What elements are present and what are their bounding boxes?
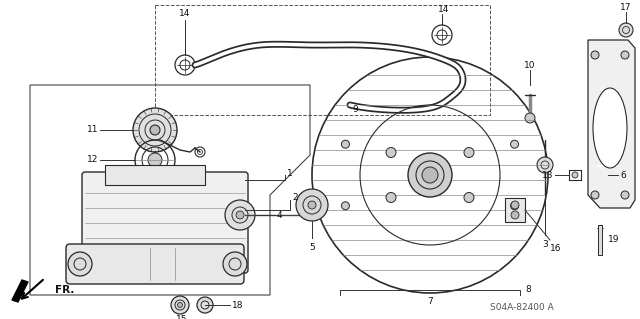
Circle shape xyxy=(511,201,519,209)
Circle shape xyxy=(386,147,396,158)
Text: 12: 12 xyxy=(86,155,98,165)
Circle shape xyxy=(150,125,160,135)
Text: FR.: FR. xyxy=(55,285,74,295)
Text: 14: 14 xyxy=(179,10,191,19)
Circle shape xyxy=(511,202,518,210)
Text: 3: 3 xyxy=(542,240,548,249)
Text: 8: 8 xyxy=(525,286,531,294)
Text: 14: 14 xyxy=(438,5,450,14)
Circle shape xyxy=(511,140,518,148)
Circle shape xyxy=(422,167,438,183)
Bar xyxy=(155,5,490,115)
Text: 2: 2 xyxy=(292,194,298,203)
Text: 19: 19 xyxy=(608,235,620,244)
Polygon shape xyxy=(12,280,28,302)
Circle shape xyxy=(68,252,92,276)
Circle shape xyxy=(525,113,535,123)
Circle shape xyxy=(148,153,162,167)
Text: 10: 10 xyxy=(524,61,536,70)
FancyBboxPatch shape xyxy=(82,172,248,273)
Text: 11: 11 xyxy=(86,125,98,135)
Circle shape xyxy=(223,252,247,276)
Text: S04A-82400 A: S04A-82400 A xyxy=(490,303,554,313)
Circle shape xyxy=(511,211,519,219)
Circle shape xyxy=(591,191,599,199)
Circle shape xyxy=(341,140,349,148)
Text: 7: 7 xyxy=(427,298,433,307)
Text: 15: 15 xyxy=(176,315,188,319)
Circle shape xyxy=(225,200,255,230)
Ellipse shape xyxy=(593,88,627,168)
Circle shape xyxy=(621,51,629,59)
Text: 4: 4 xyxy=(277,211,283,219)
Circle shape xyxy=(408,153,452,197)
Bar xyxy=(598,225,602,255)
Text: 6: 6 xyxy=(620,170,626,180)
Text: 13: 13 xyxy=(541,170,553,180)
Circle shape xyxy=(572,172,578,178)
Text: 18: 18 xyxy=(232,300,243,309)
Bar xyxy=(105,165,205,185)
Circle shape xyxy=(296,189,328,221)
Circle shape xyxy=(171,296,189,314)
FancyBboxPatch shape xyxy=(66,244,244,284)
Polygon shape xyxy=(588,40,635,208)
Circle shape xyxy=(621,191,629,199)
Bar xyxy=(505,198,525,222)
Text: 1: 1 xyxy=(287,168,292,177)
Circle shape xyxy=(537,157,553,173)
Text: 16: 16 xyxy=(550,244,561,253)
Circle shape xyxy=(591,51,599,59)
Circle shape xyxy=(197,297,213,313)
Circle shape xyxy=(308,201,316,209)
Circle shape xyxy=(386,192,396,203)
Circle shape xyxy=(236,211,244,219)
Text: 9: 9 xyxy=(352,106,358,115)
Circle shape xyxy=(133,108,177,152)
Text: 5: 5 xyxy=(309,243,315,252)
Circle shape xyxy=(177,302,182,308)
Text: 17: 17 xyxy=(620,4,632,12)
Circle shape xyxy=(464,147,474,158)
Circle shape xyxy=(341,202,349,210)
Circle shape xyxy=(619,23,633,37)
Circle shape xyxy=(464,192,474,203)
